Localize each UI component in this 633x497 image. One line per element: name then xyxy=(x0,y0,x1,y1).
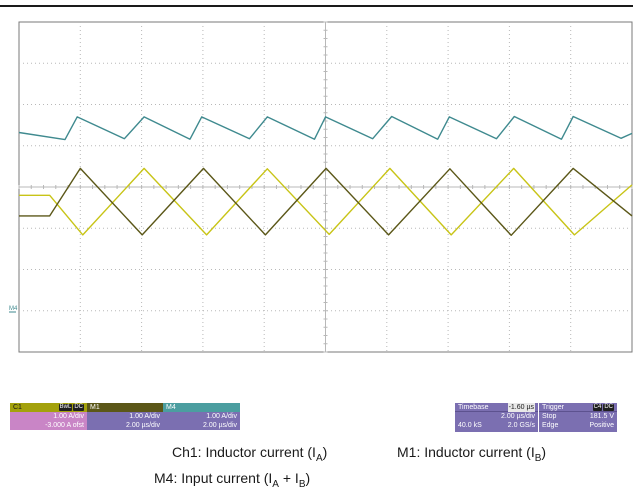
caption-m1: M1: Inductor current (IB) xyxy=(397,444,546,464)
caption-m4-sub-b: B xyxy=(298,478,306,490)
caption-m4: M4: Input current (IA + IB) xyxy=(154,470,310,490)
timebase-sampling: 40.0 kS 2.0 GS/s xyxy=(455,421,538,430)
oscilloscope-display: M4 xyxy=(9,21,633,353)
caption-m4-text: M4: Input current (I xyxy=(154,470,273,486)
trace-m1 xyxy=(19,167,633,236)
timebase-samples: 40.0 kS xyxy=(458,422,482,429)
caption-m1-sub: B xyxy=(534,452,542,464)
trace-layer xyxy=(18,115,633,236)
timebase-readout[interactable]: Timebase -1.60 µs 2.00 µs/div 40.0 kS 2.… xyxy=(455,403,538,432)
m1-readout-header: M1 xyxy=(87,403,163,412)
c1-readout[interactable]: C1 BwL DC 1.00 A/div -3.000 A ofst xyxy=(10,403,87,432)
m4-label: M4 xyxy=(166,404,176,411)
timebase-delay: -1.60 µs xyxy=(507,403,535,412)
timebase-tdiv: 2.00 µs/div xyxy=(501,413,535,420)
top-rule xyxy=(0,5,633,7)
trigger-mode-row: Stop 181.5 V xyxy=(539,412,617,421)
m1-label: M1 xyxy=(90,404,100,411)
m1-vdiv: 1.00 A/div xyxy=(87,412,163,421)
timebase-label: Timebase xyxy=(458,404,489,411)
caption-ch1-close: ) xyxy=(322,444,328,460)
m1-tdiv: 2.00 µs/div xyxy=(87,421,163,430)
trigger-header: Trigger C4 DC xyxy=(539,403,617,412)
trigger-slope: Positive xyxy=(589,422,614,429)
m4-readout[interactable]: M4 1.00 A/div 2.00 µs/div xyxy=(163,403,240,432)
trigger-readout[interactable]: Trigger C4 DC Stop 181.5 V Edge Positive xyxy=(539,403,617,432)
c1-bandwidth-badge: BwL xyxy=(58,404,73,411)
c1-coupling-badge: DC xyxy=(73,404,84,411)
channel-readouts: C1 BwL DC 1.00 A/div -3.000 A ofst M1 1.0… xyxy=(10,403,240,432)
m4-vdiv: 1.00 A/div xyxy=(163,412,240,421)
m4-readout-header: M4 xyxy=(163,403,240,412)
caption-ch1: Ch1: Inductor current (IA) xyxy=(172,444,327,464)
timebase-rate: 2.0 GS/s xyxy=(507,422,535,429)
trigger-label: Trigger xyxy=(542,404,564,411)
trigger-level: 181.5 V xyxy=(589,413,614,420)
m4-ground-marker: M4 xyxy=(9,306,18,312)
c1-vdiv: 1.00 A/div xyxy=(10,412,87,421)
trigger-coupling-badge: DC xyxy=(603,404,614,411)
m1-readout[interactable]: M1 1.00 A/div 2.00 µs/div xyxy=(87,403,163,432)
c1-offset: -3.000 A ofst xyxy=(10,421,87,430)
caption-ch1-sub: A xyxy=(315,452,323,464)
trigger-source-badge: C4 xyxy=(592,404,603,411)
trigger-type-row: Edge Positive xyxy=(539,421,617,430)
caption-m1-text: M1: Inductor current (I xyxy=(397,444,535,460)
caption-m4-sub-a: A xyxy=(272,478,279,490)
c1-readout-header: C1 BwL DC xyxy=(10,403,87,412)
graticule-grid xyxy=(18,21,633,353)
caption-ch1-text: Ch1: Inductor current (I xyxy=(172,444,316,460)
trigger-type: Edge xyxy=(542,422,559,429)
trace-c1 xyxy=(19,167,633,236)
acquisition-readouts: Timebase -1.60 µs 2.00 µs/div 40.0 kS 2.… xyxy=(455,403,617,432)
caption-m4-close: ) xyxy=(305,470,311,486)
caption-m4-plus: + I xyxy=(278,470,299,486)
timebase-header: Timebase -1.60 µs xyxy=(455,403,538,412)
c1-label: C1 xyxy=(13,404,22,411)
trigger-mode: Stop xyxy=(542,413,557,420)
m4-tdiv: 2.00 µs/div xyxy=(163,421,240,430)
caption-m1-close: ) xyxy=(541,444,547,460)
trace-m4 xyxy=(18,115,633,141)
